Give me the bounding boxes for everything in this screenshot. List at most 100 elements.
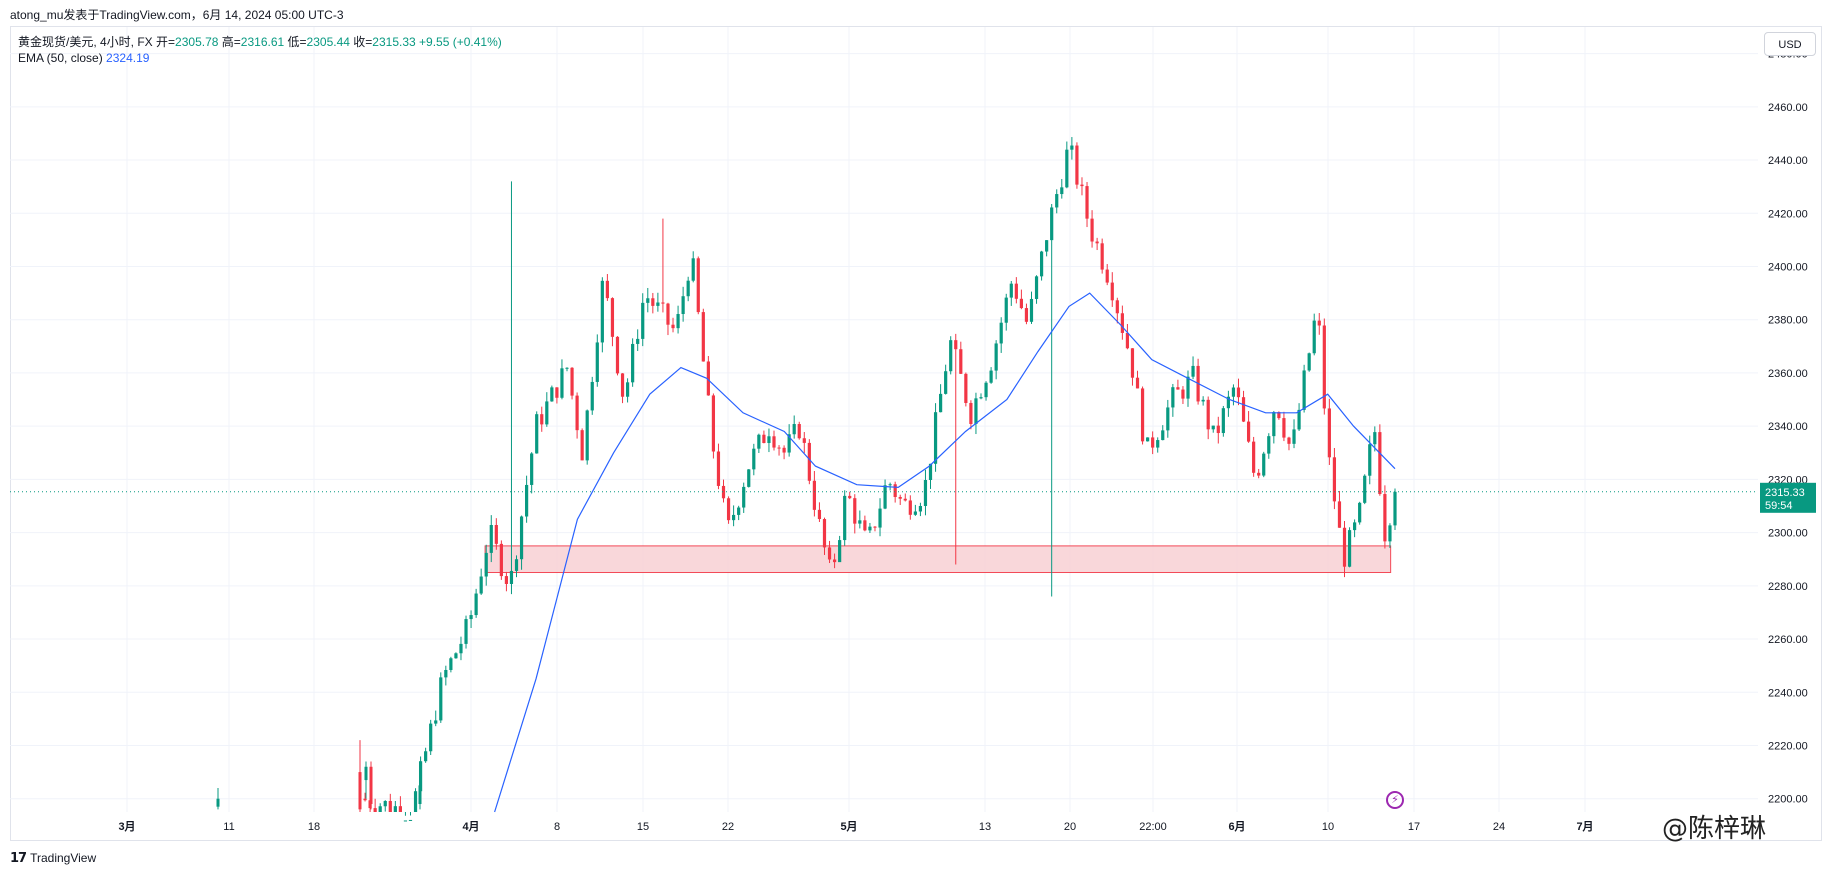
candle-body <box>1358 502 1362 523</box>
candle-body <box>747 469 751 487</box>
candle-body <box>459 643 463 654</box>
high-label: 高= <box>221 35 241 49</box>
candles <box>216 137 1397 822</box>
candle-body <box>1055 194 1059 208</box>
candle-body <box>1034 276 1039 299</box>
ema-label[interactable]: EMA (50, close) <box>18 51 103 65</box>
candle-body <box>499 543 503 577</box>
candle-body <box>615 336 620 374</box>
candle-body <box>398 806 402 812</box>
close-value: 2315.33 <box>372 35 416 49</box>
candle-body <box>1181 389 1185 399</box>
y-tick-label: 2460.00 <box>1768 102 1808 114</box>
candle-body <box>959 349 963 374</box>
candle-body <box>469 615 473 620</box>
candle-body <box>605 280 609 299</box>
candle-body <box>913 511 917 515</box>
candle-body <box>413 791 418 812</box>
ema-line[interactable] <box>494 292 1396 813</box>
low-label: 低= <box>287 35 307 49</box>
support-zone[interactable] <box>484 545 1392 574</box>
y-tick-label: 2240.00 <box>1768 687 1808 699</box>
candle-body <box>843 495 847 541</box>
x-tick-label: 15 <box>637 821 649 833</box>
candle-body <box>509 570 514 584</box>
currency-button[interactable]: USD <box>1764 32 1816 56</box>
ema-row: EMA (50, close) 2324.19 <box>18 50 502 66</box>
candle-body <box>1388 525 1392 542</box>
change-value: +9.55 (+0.41%) <box>419 35 502 49</box>
lightning-icon[interactable]: ⚡ <box>1386 791 1404 809</box>
candle-body <box>424 751 428 762</box>
candle-body <box>772 436 776 448</box>
candle-body <box>216 798 220 807</box>
candle-body <box>706 361 710 396</box>
candle-body <box>383 800 387 807</box>
candle-body <box>686 280 690 297</box>
candle-body <box>817 509 822 520</box>
candle-body <box>726 498 731 521</box>
symbol-name[interactable]: 黄金现货/美元, 4小时, FX <box>18 35 153 49</box>
y-tick-label: 2300.00 <box>1768 528 1808 540</box>
candle-body <box>388 800 392 812</box>
candle-body <box>832 559 837 563</box>
candle-body <box>1211 425 1215 430</box>
candle-body <box>560 368 564 398</box>
candle-body <box>802 438 806 443</box>
x-tick-label: 5月 <box>840 820 857 833</box>
candle-body <box>752 448 756 470</box>
candle-body <box>646 298 650 303</box>
y-tick-label: 2260.00 <box>1768 634 1808 646</box>
candle-body <box>454 653 458 659</box>
candle-body <box>954 340 958 350</box>
candle-body <box>1317 320 1321 326</box>
candle-body <box>848 495 852 499</box>
candle-body <box>984 382 988 398</box>
candle-body <box>787 434 791 453</box>
y-tick-label: 2440.00 <box>1768 155 1808 167</box>
x-tick-label: 22:00 <box>1139 821 1167 833</box>
candle-body <box>651 298 655 306</box>
candle-body <box>373 808 377 812</box>
candle-body <box>1135 377 1140 389</box>
candle-body <box>777 447 781 449</box>
candle-body <box>923 480 928 506</box>
candle-body <box>827 547 832 560</box>
candle-body <box>1287 437 1291 444</box>
candle-body <box>696 258 700 313</box>
candle-body <box>1221 408 1225 434</box>
candle-body <box>1156 440 1160 448</box>
candle-body <box>888 484 892 486</box>
candle-body <box>878 508 882 528</box>
candle-body <box>1383 494 1387 542</box>
candle-body <box>1105 269 1109 283</box>
candle-body <box>737 507 741 515</box>
tradingview-logo[interactable]: 𝟭𝟳 TradingView <box>10 850 96 866</box>
candle-body <box>444 669 448 678</box>
candle-body <box>782 447 786 453</box>
candle-body <box>489 524 493 553</box>
candle-body <box>636 338 640 344</box>
x-tick-label: 3月 <box>118 820 135 833</box>
candle-body <box>918 505 923 512</box>
candle-body <box>807 442 811 481</box>
candle-body <box>1327 408 1331 458</box>
candle-body <box>439 677 443 721</box>
candle-body <box>550 387 554 402</box>
candle-body <box>1029 298 1034 322</box>
candle-body <box>570 367 574 396</box>
open-value: 2305.78 <box>175 35 219 49</box>
candle-body <box>1100 243 1104 270</box>
candle-body <box>903 498 907 501</box>
x-tick-label: 4月 <box>462 820 479 833</box>
price-badge-countdown: 59:54 <box>1765 500 1793 512</box>
candle-body <box>893 484 897 498</box>
candle-body <box>364 766 368 781</box>
candle-body <box>732 514 736 521</box>
y-tick-label: 2400.00 <box>1768 261 1808 273</box>
watermark: @陈梓琳 <box>1662 814 1767 844</box>
candle-body <box>1110 282 1114 301</box>
candle-body <box>1070 145 1074 150</box>
